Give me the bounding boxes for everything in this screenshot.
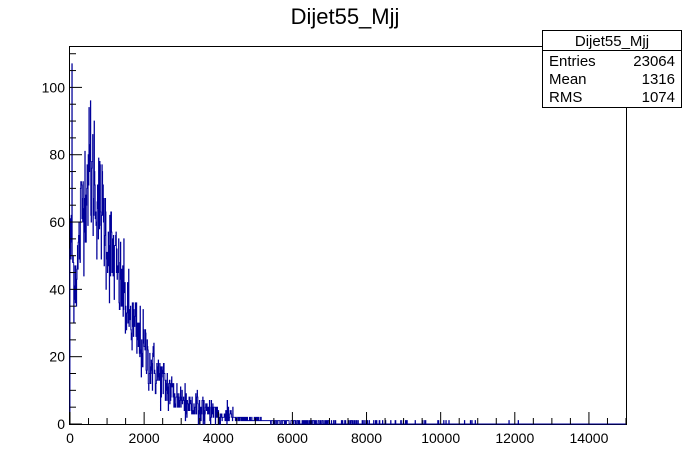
y-tick-label: 0 [57, 416, 65, 432]
y-tick-label: 100 [42, 79, 66, 95]
y-tick-label: 60 [49, 214, 65, 230]
x-tick-label: 10000 [421, 430, 460, 446]
x-tick-label: 2000 [129, 430, 160, 446]
stats-entries-value: 23064 [633, 53, 675, 70]
stats-mean-value: 1316 [642, 71, 675, 88]
x-tick-label: 6000 [277, 430, 308, 446]
y-tick-label: 40 [49, 281, 65, 297]
stats-title: Dijet55_Mjj [575, 33, 649, 50]
x-tick-label: 14000 [569, 430, 608, 446]
y-tick-label: 80 [49, 147, 65, 163]
stats-rms-value: 1074 [642, 89, 675, 106]
axes: 0 2000 4000 6000 8000 10000 12000 14000 0 20 40 60 8… [42, 53, 627, 446]
x-tick-label: 0 [66, 430, 74, 446]
stats-box-frame [542, 30, 682, 108]
stats-entries-label: Entries [549, 53, 596, 70]
x-tick-label: 12000 [495, 430, 534, 446]
x-tick-label: 4000 [203, 430, 234, 446]
chart-title: Dijet55_Mjj [291, 4, 400, 29]
stats-rms-label: RMS [549, 89, 582, 106]
stats-box: Dijet55_Mjj Entries 23064 Mean 1316 RMS … [542, 30, 682, 108]
x-tick-label: 8000 [351, 430, 382, 446]
y-tick-label: 20 [49, 349, 65, 365]
stats-mean-label: Mean [549, 71, 587, 88]
plot-frame [69, 46, 627, 425]
